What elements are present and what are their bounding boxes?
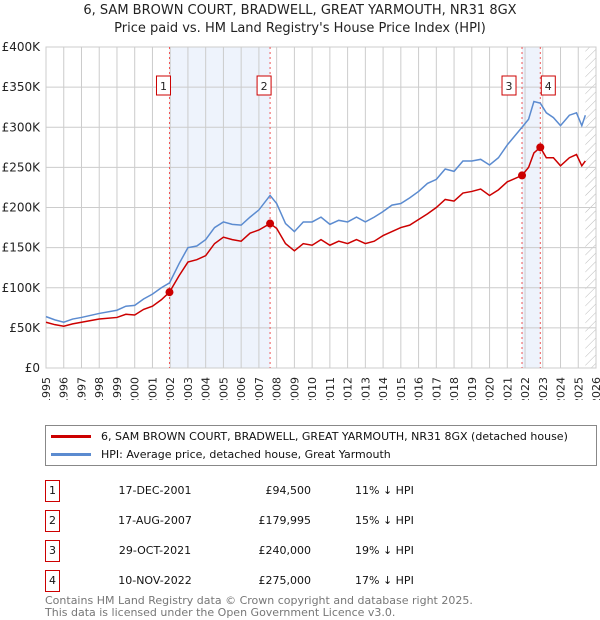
x-tick-label: 2006 [235, 377, 248, 400]
sale-number-badge: 3 [45, 540, 60, 562]
chart-subtitle: Price paid vs. HM Land Registry's House … [114, 21, 486, 36]
x-tick-label: 2017 [430, 377, 443, 400]
x-tick-label: 2002 [164, 377, 177, 400]
sale-price: £179,995 [258, 514, 312, 527]
legend-label: HPI: Average price, detached house, Grea… [101, 448, 391, 461]
x-tick-label: 2022 [519, 377, 532, 400]
sale-row: 3 29-OCT-2021 £240,000 19% ↓ HPI [45, 540, 545, 562]
legend-label: 6, SAM BROWN COURT, BRADWELL, GREAT YARM… [101, 430, 568, 443]
footer-licence: This data is licensed under the Open Gov… [45, 606, 396, 619]
legend-item-property: 6, SAM BROWN COURT, BRADWELL, GREAT YARM… [51, 430, 568, 443]
legend-item-hpi: HPI: Average price, detached house, Grea… [51, 448, 391, 461]
sale-price: £240,000 [258, 544, 312, 557]
y-tick-label: £0 [25, 361, 40, 375]
x-tick-label: 1999 [111, 377, 124, 400]
sale-label: 2 [261, 80, 268, 93]
x-tick-label: 2004 [200, 377, 213, 400]
footer-copyright: Contains HM Land Registry data © Crown c… [45, 594, 473, 607]
price-chart: 1995 1996 1997 1998 1999 2000 2001 2002 2003 2004… [2, 40, 600, 400]
x-tick-label: 2013 [359, 377, 372, 400]
footer: Contains HM Land Registry data © Crown c… [45, 595, 473, 619]
sale-hpi-delta: 15% ↓ HPI [355, 514, 414, 527]
y-tick-label: £250K [2, 160, 42, 174]
sale-label: 4 [545, 80, 552, 93]
x-tick-label: 2026 [590, 377, 600, 400]
x-tick-label: 2001 [146, 377, 159, 400]
sale-date: 17-DEC-2001 [118, 484, 192, 497]
x-tick-label: 2012 [342, 377, 355, 400]
sale-point [266, 219, 275, 228]
x-tick-label: 2014 [377, 377, 390, 400]
legend-swatch-blue [51, 453, 91, 456]
sale-label-box [501, 75, 517, 96]
y-tick-label: £100K [2, 281, 42, 295]
plot-border [45, 46, 597, 369]
x-tick-label: 2019 [466, 377, 479, 400]
sale-row: 1 17-DEC-2001 £94,500 11% ↓ HPI [45, 480, 545, 502]
x-tick-label: 2024 [555, 377, 568, 400]
x-tick-label: 1997 [75, 377, 88, 400]
sale-date: 29-OCT-2021 [118, 544, 192, 557]
sale-number-badge: 2 [45, 510, 60, 532]
sale-label-box [155, 75, 171, 96]
x-tick-label: 2010 [306, 377, 319, 400]
y-tick-label: £50K [9, 321, 41, 335]
sale-date: 10-NOV-2022 [118, 574, 192, 587]
x-tick-label: 1996 [58, 377, 71, 400]
legend-swatch-red [51, 435, 91, 438]
sale-label-box [256, 75, 272, 96]
sale-hpi-delta: 19% ↓ HPI [355, 544, 414, 557]
x-tick-label: 2015 [395, 377, 408, 400]
x-tick-label: 1995 [40, 377, 53, 400]
x-tick-label: 1998 [93, 377, 106, 400]
x-tick-label: 2020 [484, 377, 497, 400]
y-tick-label: £150K [2, 241, 42, 255]
sale-price: £94,500 [265, 484, 312, 497]
sale-point [518, 171, 527, 180]
x-tick-label: 2003 [182, 377, 195, 400]
x-tick-label: 2000 [129, 377, 142, 400]
x-tick-label: 2021 [501, 377, 514, 400]
y-tick-label: £400K [2, 40, 42, 54]
chart-title: 6, SAM BROWN COURT, BRADWELL, GREAT YARM… [83, 3, 517, 18]
sale-point [536, 143, 545, 152]
y-tick-label: £300K [2, 120, 42, 134]
x-tick-label: 2007 [253, 377, 266, 400]
x-tick-label: 2011 [324, 377, 337, 400]
x-tick-label: 2023 [537, 377, 550, 400]
property-price-line [45, 146, 586, 328]
x-tick-label: 2016 [413, 377, 426, 400]
sale-label: 3 [506, 80, 513, 93]
sale-date: 17-AUG-2007 [118, 514, 192, 527]
sale-number-badge: 1 [45, 480, 60, 502]
sale-row: 2 17-AUG-2007 £179,995 15% ↓ HPI [45, 510, 545, 532]
sale-hpi-delta: 17% ↓ HPI [355, 574, 414, 587]
x-tick-label: 2009 [288, 377, 301, 400]
y-tick-label: £350K [2, 80, 42, 94]
sale-number-badge: 4 [45, 570, 60, 592]
x-tick-label: 2018 [448, 377, 461, 400]
x-tick-label: 2025 [572, 377, 585, 400]
legend: 6, SAM BROWN COURT, BRADWELL, GREAT YARM… [45, 425, 597, 466]
sale-row: 4 10-NOV-2022 £275,000 17% ↓ HPI [45, 570, 545, 592]
y-tick-label: £200K [2, 201, 42, 215]
sale-point [165, 288, 174, 297]
x-tick-label: 2005 [217, 377, 230, 400]
sale-label-box [540, 75, 556, 96]
x-tick-label: 2008 [271, 377, 284, 400]
hpi-line [45, 100, 587, 324]
sale-label: 1 [160, 80, 167, 93]
sale-hpi-delta: 11% ↓ HPI [355, 484, 414, 497]
sale-price: £275,000 [258, 574, 312, 587]
